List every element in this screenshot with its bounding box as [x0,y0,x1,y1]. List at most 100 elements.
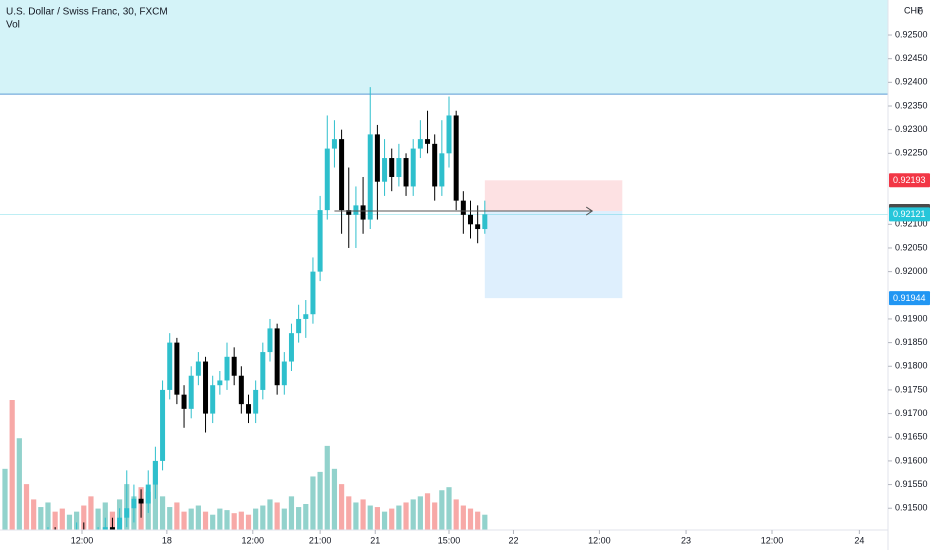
y-tick-label: 0.92000 [895,266,928,276]
volume-bar [296,507,302,530]
volume-bar [367,505,373,530]
candle-body [167,342,173,390]
volume-bar [475,511,481,530]
x-tick-label: 18 [162,535,172,545]
y-tick-label: 0.92300 [895,124,928,134]
volume-bar [432,502,438,530]
x-tick-label: 12:00 [588,535,611,545]
candle-body [382,158,388,182]
volume-bar [38,507,44,530]
candle-body [317,210,323,272]
y-tick-label: 0.91850 [895,337,928,347]
volume-bar [31,499,37,530]
volume-bar [482,514,488,530]
candle-body [131,498,137,509]
chart-title: U.S. Dollar / Swiss Franc, 30, FXCM [6,7,168,18]
candle-body [245,404,251,414]
volume-bar [2,468,8,530]
x-tick-label: 21:00 [309,535,332,545]
volume-bar [88,496,94,530]
volume-bar [453,499,459,530]
volume-bar [159,496,166,530]
candle-body [367,134,373,220]
candle-body [453,115,459,201]
candle-body [145,484,151,504]
volume-bar [253,508,259,530]
volume-bar [66,514,73,530]
candle-body [160,389,166,461]
volume-bar [224,510,230,530]
volume-bar [310,476,316,530]
volume-bar [217,508,223,530]
y-tick-label: 0.91600 [895,455,928,465]
candle-body [482,214,488,230]
volume-bar [181,511,187,530]
volume-bar [202,511,209,530]
volume-bar [403,502,409,530]
x-tick-label: 24 [854,535,864,545]
target-zone [484,211,623,299]
currency-icon[interactable]: 0 [918,6,923,16]
volume-bar [167,507,173,530]
stop-zone [484,180,623,212]
candle-body [446,115,452,154]
candle-body [174,342,180,395]
volume-bar [210,514,216,530]
candle-body [152,460,158,485]
last-price-label-bg [889,207,930,222]
stop-price-label-bg [889,173,930,188]
volume-bar [338,484,345,530]
candle-body [331,139,337,149]
y-tick-label: 0.91500 [895,503,928,513]
currency-label: CHF [904,5,923,15]
volume-bar [231,513,237,530]
y-tick-label: 0.92400 [895,77,928,87]
volume-bar [317,471,323,530]
candle-body [467,214,473,225]
volume-bar [245,514,252,530]
target-price-label: 0.91944 [893,293,926,303]
x-tick-label: 22 [508,535,518,545]
volume-bar [360,499,366,530]
volume-bar [331,468,338,530]
candle-body [288,333,294,362]
volume-bar [81,505,87,530]
candle-body [425,139,431,144]
volume-bar [446,487,452,530]
y-tick-label: 0.92050 [895,242,928,252]
candle-body [260,352,266,390]
candle-body [253,389,259,414]
candle-body [181,394,187,409]
volume-bar [16,438,22,530]
candle-body [188,375,194,409]
candle-body [460,200,466,215]
y-tick-label: 0.92450 [895,53,928,63]
volume-bar [396,505,402,530]
x-tick-label: 12:00 [242,535,265,545]
y-tick-label: 0.91650 [895,432,928,442]
volume-bar [59,508,65,530]
candle-body [396,158,402,177]
volume-bar [303,504,309,530]
volume-bar [45,502,51,530]
candle-body [203,361,209,414]
candle-body [109,527,115,530]
candle-body [353,205,359,215]
candle-body [439,153,445,187]
candle-body [432,143,438,187]
volume-bar [188,508,194,530]
candle-body [267,328,273,353]
volume-bar [238,511,244,530]
volume-bar [23,484,30,530]
y-tick-label: 0.91750 [895,384,928,394]
candle-body [274,328,280,386]
y-tick-label: 0.91800 [895,361,928,371]
volume-bar [374,507,380,530]
volume-bar [102,502,108,530]
volume-bar [74,511,80,530]
volume-bar [424,493,431,530]
y-tick-label: 0.92250 [895,148,928,158]
volume-bar [274,502,280,530]
volume-bar [460,505,466,530]
